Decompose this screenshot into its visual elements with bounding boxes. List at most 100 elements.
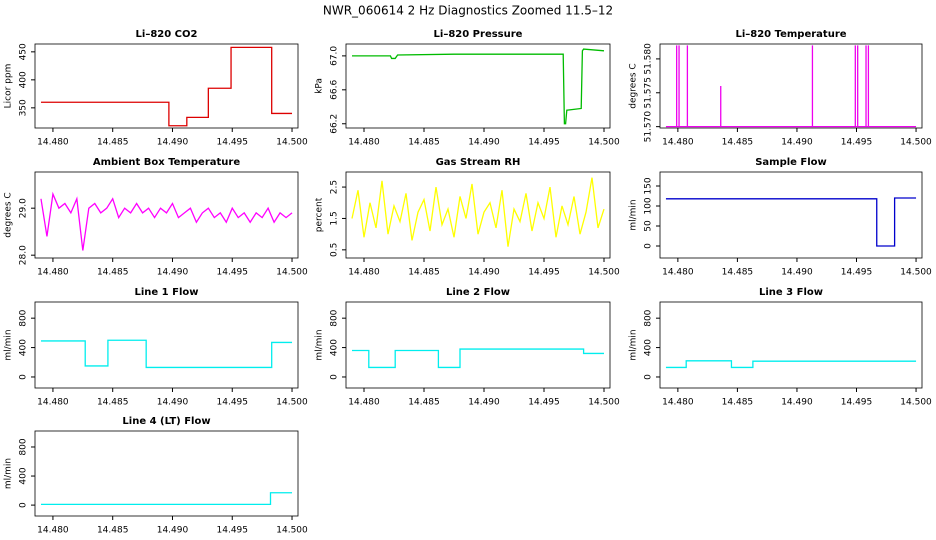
y-axis-label: ml/min: [4, 329, 14, 360]
x-tick-label: 14.495: [528, 398, 560, 408]
data-line: [40, 46, 293, 127]
y-tick-label: 0: [644, 374, 654, 380]
plot-frame: [345, 301, 611, 389]
panel-title: Line 2 Flow: [446, 287, 510, 298]
x-tick-label: 14.490: [781, 398, 813, 408]
panel-title: Line 4 (LT) Flow: [122, 416, 210, 427]
y-tick-label: 66.2: [330, 114, 340, 134]
x-tick-label: 14.500: [276, 268, 308, 278]
data-line: [352, 348, 604, 369]
y-tick-label: 800: [19, 438, 29, 455]
x-tick-label: 14.485: [408, 398, 440, 408]
data-line: [40, 492, 293, 506]
x-tick-label: 14.485: [97, 398, 129, 408]
panel-title: Line 1 Flow: [135, 287, 199, 298]
x-tick-label: 14.490: [157, 268, 189, 278]
y-axis-label: kPa: [315, 78, 325, 94]
x-tick-label: 14.490: [468, 268, 500, 278]
plot-frame: [659, 43, 923, 129]
x-tick-label: 14.495: [217, 268, 249, 278]
x-tick-label: 14.500: [588, 138, 620, 148]
panel-title: Li–820 Temperature: [735, 29, 846, 40]
x-tick-label: 14.495: [528, 268, 560, 278]
y-tick-label: 0: [644, 243, 654, 249]
x-tick-label: 14.495: [528, 138, 560, 148]
y-tick-label: 29.0: [19, 198, 29, 218]
x-tick-label: 14.485: [722, 268, 754, 278]
plot-frame: [345, 43, 611, 129]
y-axis-label: ml/min: [629, 199, 639, 230]
plot-frame: [345, 171, 611, 259]
x-tick-label: 14.500: [900, 268, 932, 278]
x-tick-label: 14.500: [588, 398, 620, 408]
x-tick-label: 14.490: [157, 398, 189, 408]
plot-frame: [34, 171, 299, 259]
y-tick-label: 2.5: [330, 180, 340, 194]
x-tick-label: 14.480: [37, 526, 69, 536]
data-line: [351, 177, 605, 247]
x-tick-label: 14.500: [276, 398, 308, 408]
y-tick-label: 100: [644, 197, 654, 214]
y-tick-label: 51.570: [644, 111, 654, 143]
plot-frame: [659, 301, 923, 389]
data-line: [665, 360, 917, 369]
x-tick-label: 14.490: [781, 268, 813, 278]
y-tick-label: 400: [330, 339, 340, 356]
x-tick-label: 14.490: [468, 398, 500, 408]
y-axis-label: ml/min: [4, 458, 14, 489]
x-tick-label: 14.495: [217, 138, 249, 148]
x-tick-label: 14.485: [97, 138, 129, 148]
y-axis-label: ml/min: [315, 329, 325, 360]
y-axis-label: ml/min: [629, 329, 639, 360]
x-tick-label: 14.485: [408, 268, 440, 278]
x-tick-label: 14.485: [408, 138, 440, 148]
x-tick-label: 14.485: [97, 268, 129, 278]
plot-frame: [34, 301, 299, 389]
x-tick-label: 14.500: [276, 526, 308, 536]
x-tick-label: 14.480: [348, 268, 380, 278]
y-tick-label: 450: [19, 43, 29, 60]
y-tick-label: 150: [644, 177, 654, 194]
x-tick-label: 14.500: [276, 138, 308, 148]
y-axis-label: Licor ppm: [4, 64, 14, 109]
x-tick-label: 14.480: [37, 138, 69, 148]
plot-frame: [34, 43, 299, 129]
panel-title: Ambient Box Temperature: [93, 157, 240, 168]
y-tick-label: 28.0: [19, 245, 29, 265]
panel-title: Sample Flow: [755, 157, 827, 168]
plot-frame: [659, 171, 923, 259]
x-tick-label: 14.485: [722, 398, 754, 408]
y-tick-label: 1.5: [330, 211, 340, 225]
y-tick-label: 0: [330, 374, 340, 380]
y-tick-label: 51.580: [644, 43, 654, 75]
x-tick-label: 14.500: [900, 138, 932, 148]
x-tick-label: 14.480: [37, 398, 69, 408]
x-tick-label: 14.495: [217, 398, 249, 408]
y-tick-label: 0.5: [330, 243, 340, 257]
y-tick-label: 50: [644, 220, 654, 232]
data-line: [352, 48, 605, 125]
x-tick-label: 14.480: [348, 398, 380, 408]
x-tick-label: 14.495: [841, 268, 873, 278]
y-tick-label: 0: [19, 374, 29, 380]
panel-title: Gas Stream RH: [436, 157, 521, 168]
data-line: [40, 191, 293, 251]
x-tick-label: 14.495: [841, 398, 873, 408]
figure-title: NWR_060614 2 Hz Diagnostics Zoomed 11.5–…: [323, 4, 613, 18]
y-tick-label: 350: [19, 99, 29, 116]
y-tick-label: 66.6: [330, 80, 340, 100]
y-tick-label: 51.575: [644, 77, 654, 109]
data-line: [665, 197, 917, 247]
y-tick-label: 400: [19, 339, 29, 356]
y-tick-label: 400: [19, 467, 29, 484]
x-tick-label: 14.485: [722, 138, 754, 148]
x-tick-label: 14.480: [348, 138, 380, 148]
y-axis-label: percent: [315, 197, 325, 232]
y-tick-label: 800: [644, 309, 654, 326]
data-line: [40, 339, 293, 369]
x-tick-label: 14.490: [468, 138, 500, 148]
x-tick-label: 14.485: [97, 526, 129, 536]
x-tick-label: 14.490: [157, 138, 189, 148]
x-tick-label: 14.495: [841, 138, 873, 148]
